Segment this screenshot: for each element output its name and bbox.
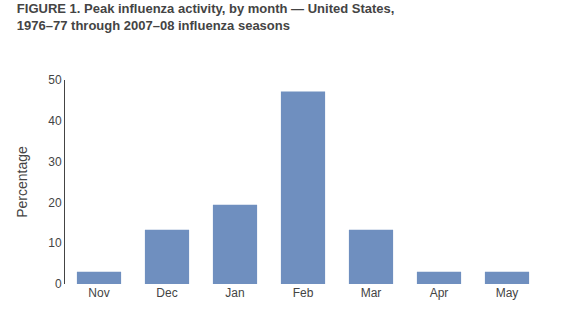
svg-text:Nov: Nov (88, 286, 109, 300)
svg-text:FIGURE 1. Peak influenza activ: FIGURE 1. Peak influenza activity, by mo… (17, 1, 395, 33)
svg-text:Mar: Mar (361, 286, 382, 300)
svg-text:40: 40 (48, 114, 62, 128)
svg-text:20: 20 (48, 196, 62, 210)
svg-text:Dec: Dec (156, 286, 177, 300)
svg-text:Apr: Apr (430, 286, 449, 300)
svg-text:May: May (496, 286, 519, 300)
svg-text:10: 10 (48, 236, 62, 250)
svg-text:30: 30 (48, 155, 62, 169)
svg-text:Jan: Jan (225, 286, 244, 300)
svg-text:Percentage: Percentage (14, 146, 30, 218)
svg-text:0: 0 (55, 277, 62, 291)
svg-text:50: 50 (48, 73, 62, 87)
svg-text:Feb: Feb (293, 286, 314, 300)
